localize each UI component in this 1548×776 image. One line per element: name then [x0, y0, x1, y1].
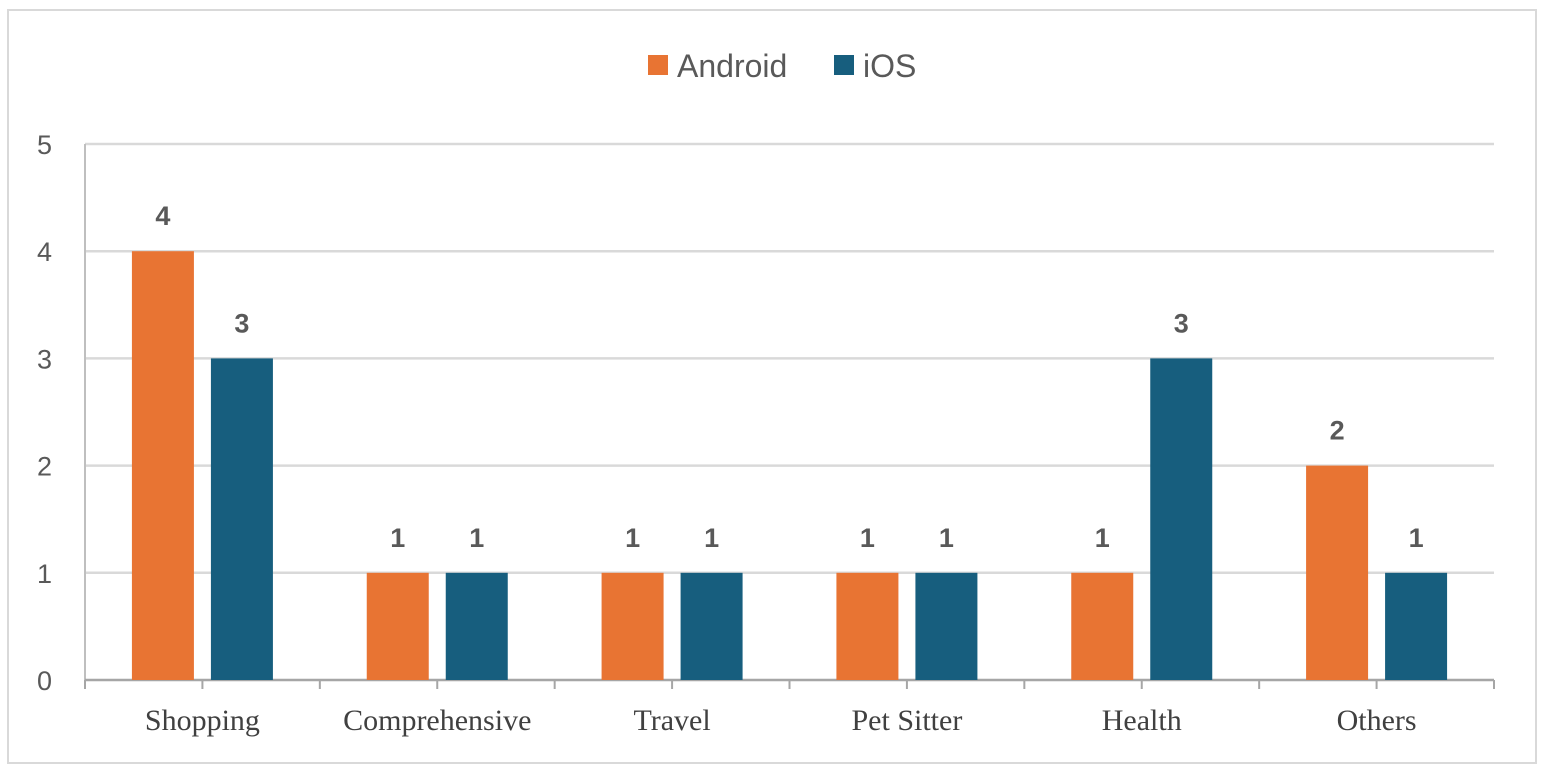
x-tick-label: Travel [633, 704, 710, 737]
bar-android-shopping [131, 251, 194, 680]
x-tick-label: Pet Sitter [851, 704, 962, 737]
legend-item-android: Android [648, 48, 787, 84]
bar-android-pet-sitter [836, 572, 899, 680]
x-tick-label: Others [1337, 704, 1417, 737]
bars [131, 251, 1448, 680]
legend-item-ios: iOS [834, 48, 916, 84]
bar-android-comprehensive [366, 572, 429, 680]
x-axis-ticks: Shopping Comprehensive Travel Pet Sitter Hea… [145, 704, 1417, 737]
data-label: 1 [469, 523, 484, 553]
y-tick-label: 4 [37, 237, 52, 267]
y-tick-label: 1 [37, 559, 52, 589]
data-label: 3 [234, 308, 249, 338]
data-label: 1 [625, 523, 640, 553]
data-label: 1 [860, 523, 875, 553]
bar-android-health [1071, 572, 1134, 680]
data-label: 4 [155, 201, 170, 231]
legend-swatch [834, 55, 854, 75]
bar-ios-pet-sitter [915, 572, 978, 680]
y-tick-label: 5 [37, 130, 52, 160]
y-tick-label: 3 [37, 344, 52, 374]
bar-ios-travel [680, 572, 743, 680]
x-tick-label: Shopping [145, 704, 260, 737]
bar-ios-others [1385, 572, 1448, 680]
data-label: 1 [1095, 523, 1110, 553]
data-label: 1 [704, 523, 719, 553]
data-labels: 4 3 1 1 1 1 1 1 1 3 2 1 [155, 201, 1423, 553]
legend: Android iOS [648, 48, 916, 84]
gridlines [85, 142, 1494, 575]
bar-ios-health [1150, 358, 1213, 680]
bar-ios-shopping [210, 358, 273, 680]
bar-android-travel [601, 572, 664, 680]
x-axis [84, 144, 1495, 689]
y-axis-ticks: 0 1 2 3 4 5 [37, 130, 52, 696]
y-tick-label: 0 [37, 666, 52, 696]
data-label: 1 [939, 523, 954, 553]
data-label: 1 [1409, 523, 1424, 553]
legend-label: iOS [863, 48, 916, 84]
bar-android-others [1306, 465, 1369, 680]
bar-ios-comprehensive [445, 572, 508, 680]
data-label: 1 [390, 523, 405, 553]
x-tick-label: Comprehensive [343, 704, 531, 737]
data-label: 2 [1330, 416, 1345, 446]
x-tick-label: Health [1102, 704, 1182, 737]
y-tick-label: 2 [37, 452, 52, 482]
legend-label: Android [677, 48, 787, 84]
legend-swatch [648, 55, 668, 75]
data-label: 3 [1174, 308, 1189, 338]
